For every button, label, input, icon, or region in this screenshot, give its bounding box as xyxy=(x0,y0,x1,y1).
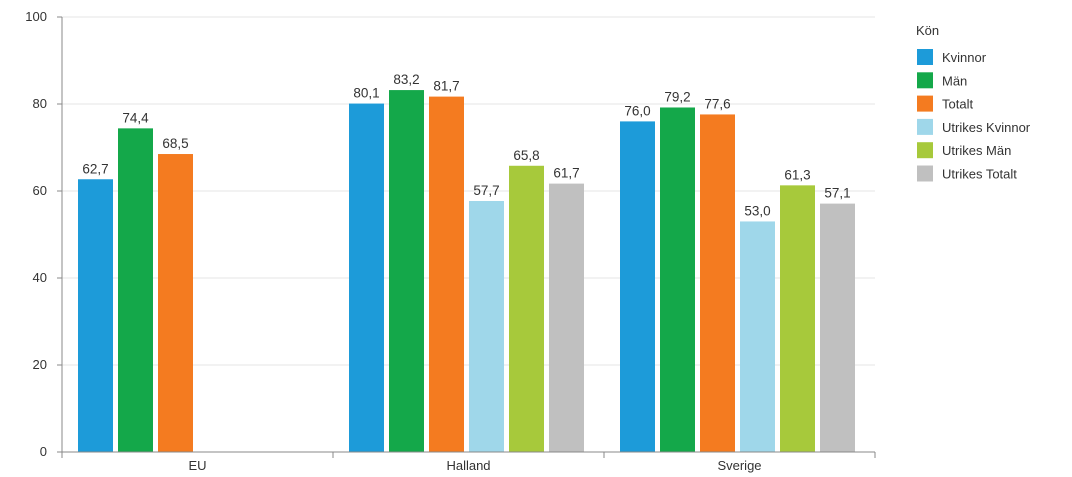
bars xyxy=(78,90,855,453)
legend-swatch xyxy=(917,142,933,159)
y-tick-label: 60 xyxy=(33,183,47,198)
bar xyxy=(469,201,504,452)
data-label: 57,7 xyxy=(473,183,499,198)
data-labels: 62,7 74,4 68,5 80,1 83,2 81,7 57,7 65,8 61,7 76,0… xyxy=(82,72,850,218)
bar xyxy=(660,107,695,452)
data-label: 61,7 xyxy=(553,166,579,181)
x-tick-label: EU xyxy=(188,458,206,473)
y-tick-label: 80 xyxy=(33,96,47,111)
data-label: 68,5 xyxy=(162,136,188,151)
gridlines xyxy=(62,16,875,366)
y-axis: 0 20 40 60 80 100 xyxy=(25,9,63,459)
bar xyxy=(620,121,655,453)
y-tick-label: 100 xyxy=(25,9,47,24)
data-label: 65,8 xyxy=(513,148,539,163)
legend-label: Män xyxy=(942,73,967,88)
legend-swatch xyxy=(917,118,933,135)
data-label: 53,0 xyxy=(744,203,770,218)
bar xyxy=(158,154,193,452)
bar xyxy=(349,103,384,452)
legend-title: Kön xyxy=(916,23,939,38)
data-label: 81,7 xyxy=(433,79,459,94)
data-label: 76,0 xyxy=(624,103,650,118)
legend-label: Kvinnor xyxy=(942,50,987,65)
legend-swatch xyxy=(917,95,933,112)
legend-label: Utrikes Kvinnor xyxy=(942,120,1031,135)
legend-label: Totalt xyxy=(942,97,973,112)
x-axis: EU Halland Sverige xyxy=(61,451,876,473)
x-tick-label: Sverige xyxy=(717,458,761,473)
bar xyxy=(78,179,113,452)
bar xyxy=(820,203,855,452)
legend-swatch xyxy=(917,72,933,89)
legend-swatch xyxy=(917,165,933,182)
data-label: 62,7 xyxy=(82,161,108,176)
bar xyxy=(389,90,424,452)
legend-label: Utrikes Totalt xyxy=(942,167,1017,182)
data-label: 74,4 xyxy=(122,110,149,125)
x-tick-label: Halland xyxy=(446,458,490,473)
bar xyxy=(700,114,735,452)
data-label: 77,6 xyxy=(704,96,730,111)
bar xyxy=(780,185,815,452)
bar xyxy=(118,128,153,453)
y-tick-label: 0 xyxy=(40,444,47,459)
legend-label: Utrikes Män xyxy=(942,143,1011,158)
data-label: 57,1 xyxy=(824,186,850,201)
bar xyxy=(740,221,775,452)
bar xyxy=(429,96,464,452)
bar xyxy=(509,165,544,452)
legend-swatch xyxy=(917,49,933,65)
data-label: 83,2 xyxy=(393,72,419,87)
data-label: 79,2 xyxy=(664,89,690,104)
legend: Kön Kvinnor Män Totalt Utrikes Kvinnor Utrik… xyxy=(916,23,1031,182)
bar xyxy=(549,183,584,453)
data-label: 61,3 xyxy=(784,167,810,182)
y-tick-label: 20 xyxy=(33,357,47,372)
data-label: 80,1 xyxy=(353,86,379,101)
y-tick-label: 40 xyxy=(33,270,47,285)
